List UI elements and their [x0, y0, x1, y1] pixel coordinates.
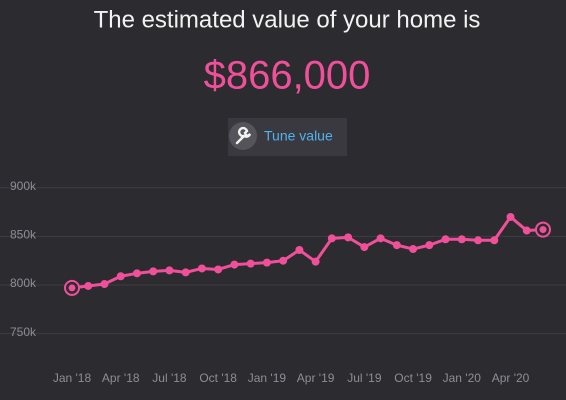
point: [116, 272, 125, 281]
point: [409, 245, 418, 254]
button-label[interactable]: Tune value: [264, 128, 333, 144]
y-tick-label: 850k: [10, 228, 37, 242]
headline: The estimated value of your home is: [94, 6, 481, 33]
x-tick-label: Apr '20: [492, 371, 530, 385]
point: [506, 212, 515, 221]
point: [165, 266, 174, 275]
point: [246, 259, 255, 268]
point: [474, 236, 483, 245]
point: [441, 235, 450, 244]
point: [181, 268, 190, 277]
point: [279, 256, 288, 265]
tune-button[interactable]: Tune value: [228, 118, 347, 156]
point: [311, 257, 320, 266]
x-tick-label: Oct '19: [394, 371, 432, 385]
point: [360, 243, 369, 252]
x-tick-label: Jul '19: [347, 371, 382, 385]
point: [197, 264, 206, 273]
x-tick-label: Jan '20: [443, 371, 482, 385]
point: [84, 281, 93, 290]
point: [100, 280, 109, 289]
point: [376, 234, 385, 243]
x-tick-label: Apr '18: [102, 371, 140, 385]
y-tick-label: 800k: [10, 276, 37, 290]
x-tick-label: Jul '18: [152, 371, 187, 385]
point: [295, 246, 304, 254]
wrench-icon: [235, 126, 252, 145]
point: [457, 235, 466, 244]
point: [344, 233, 353, 242]
endpoint: [68, 284, 76, 292]
x-tick-label: Jan '18: [53, 371, 92, 385]
point: [490, 236, 499, 245]
point: [230, 260, 239, 269]
estimate-value: $866,000: [204, 54, 371, 98]
point: [149, 267, 158, 276]
x-tick-label: Jan '19: [248, 371, 287, 385]
point: [132, 269, 141, 278]
y-tick-label: 900k: [10, 179, 37, 193]
point: [327, 234, 336, 243]
x-tick-label: Oct '18: [199, 371, 237, 385]
point: [214, 265, 223, 274]
point: [425, 241, 434, 250]
y-tick-label: 750k: [10, 325, 37, 339]
point: [522, 226, 531, 235]
point: [262, 258, 271, 267]
chart: 750k 800k 850k 900k Jan '18 Apr '18 Jul '18 Oct…: [0, 179, 566, 385]
endpoint: [539, 226, 547, 234]
point: [392, 241, 401, 250]
x-tick-label: Apr '19: [297, 371, 335, 385]
